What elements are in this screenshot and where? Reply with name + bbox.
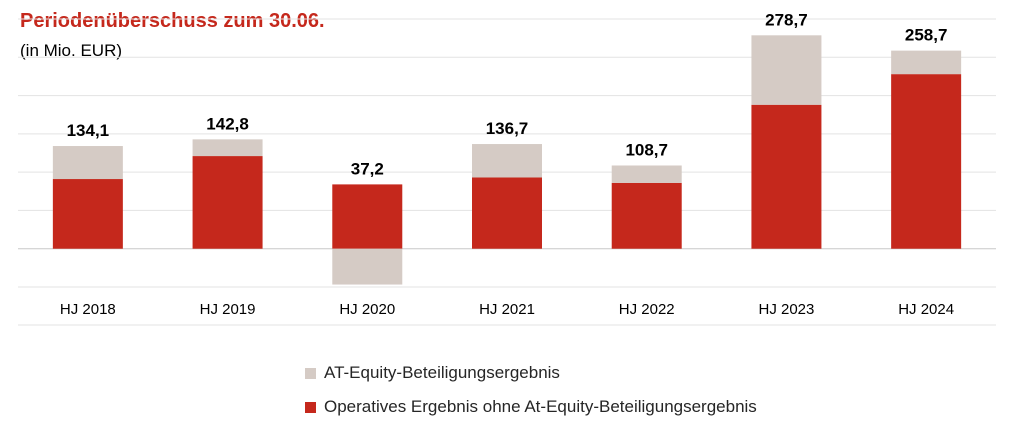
category-label: HJ 2021 <box>479 301 535 318</box>
legend-label-operating: Operatives Ergebnis ohne At-Equity-Betei… <box>324 397 757 416</box>
bar-operating-hj-2018 <box>52 179 123 249</box>
category-label: HJ 2024 <box>898 301 954 318</box>
legend-label-equity: AT-Equity-Beteiligungsergebnis <box>324 363 560 382</box>
bar-equity-hj-2023 <box>751 35 822 105</box>
total-label: 134,1 <box>67 121 110 140</box>
bar-equity-hj-2019 <box>192 139 263 157</box>
legend-swatch-equity <box>305 367 316 379</box>
bar-operating-hj-2023 <box>751 104 822 249</box>
chart-subtitle: (in Mio. EUR) <box>20 41 123 60</box>
category-label: HJ 2020 <box>339 301 395 318</box>
total-label: 37,2 <box>351 159 384 178</box>
bar-operating-hj-2020 <box>332 184 403 249</box>
total-label: 278,7 <box>765 10 808 29</box>
bar-equity-hj-2018 <box>52 146 123 180</box>
legend-item-equity: AT-Equity-Beteiligungsergebnis <box>305 362 757 384</box>
bar-equity-hj-2021 <box>472 144 542 178</box>
category-label: HJ 2023 <box>758 301 814 318</box>
bar-equity-hj-2022 <box>611 165 682 183</box>
total-label: 258,7 <box>905 26 948 45</box>
category-label: HJ 2018 <box>60 301 116 318</box>
category-label: HJ 2019 <box>200 301 256 318</box>
bar-operating-hj-2022 <box>611 182 682 249</box>
total-label: 136,7 <box>486 119 529 138</box>
total-label: 142,8 <box>206 114 249 133</box>
legend-item-operating: Operatives Ergebnis ohne At-Equity-Betei… <box>305 396 757 418</box>
bar-equity-hj-2020 <box>332 248 403 285</box>
bar-operating-hj-2019 <box>192 156 263 249</box>
bar-operating-hj-2024 <box>891 74 962 249</box>
total-label: 108,7 <box>625 140 668 159</box>
legend: AT-Equity-Beteiligungsergebnis Operative… <box>305 362 757 430</box>
chart-title: Periodenüberschuss zum 30.06. <box>20 10 325 32</box>
legend-swatch-operating <box>305 401 316 413</box>
category-label: HJ 2022 <box>619 301 675 318</box>
bar-operating-hj-2021 <box>472 177 542 249</box>
bar-equity-hj-2024 <box>891 50 962 75</box>
